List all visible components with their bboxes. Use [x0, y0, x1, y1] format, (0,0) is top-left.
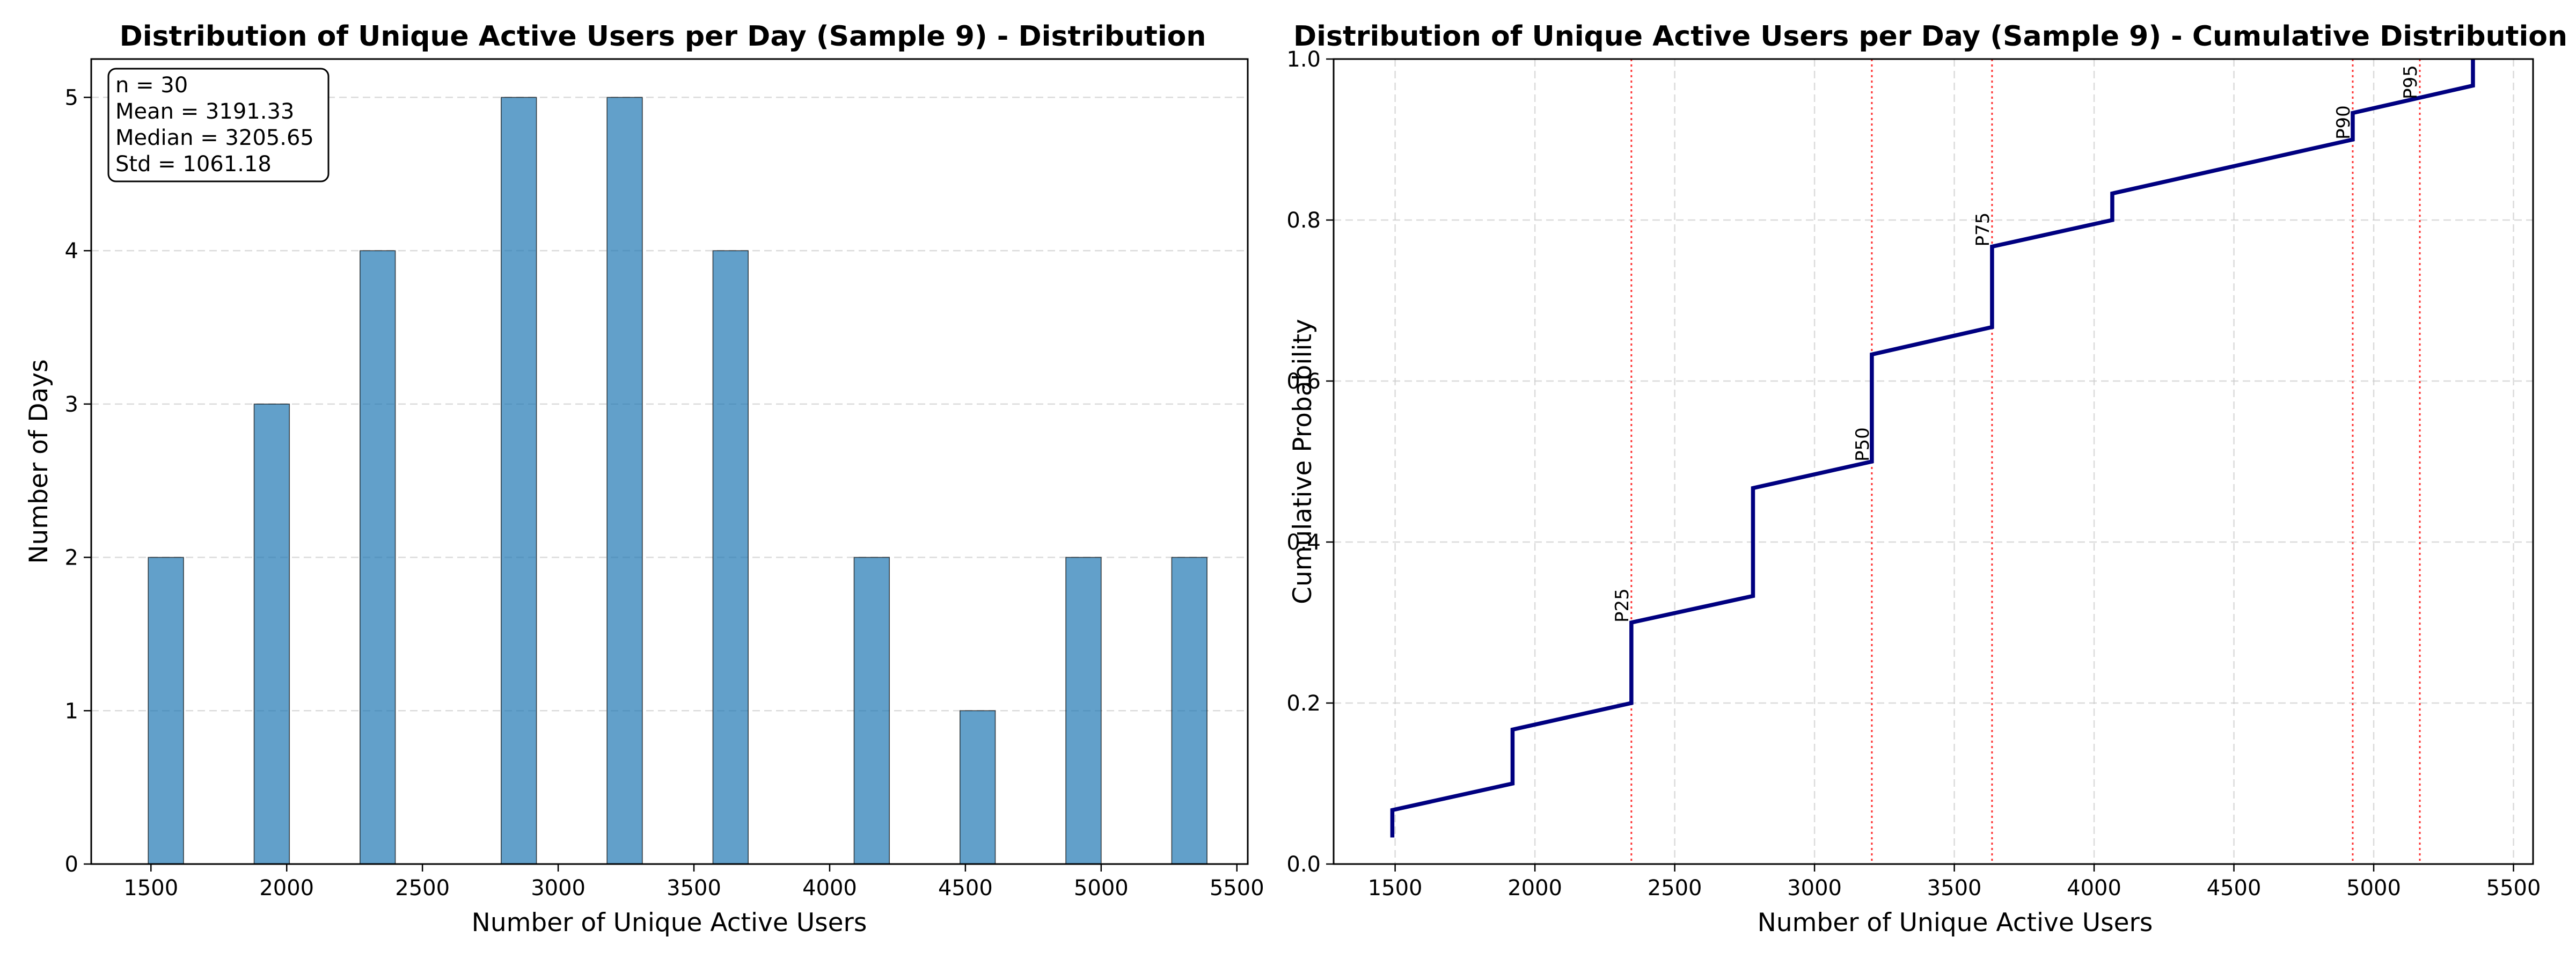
cdf-step-line: [1390, 59, 2475, 838]
cdf-x-tick-label: 5000: [2346, 876, 2401, 901]
percentile-label-p75: P75: [1972, 213, 1994, 247]
histogram-x-tick-label: 2500: [395, 876, 450, 901]
cdf-y-tick-label: 0.2: [1286, 691, 1321, 716]
histogram-bar: [712, 250, 749, 865]
cdf-y-ticks: 0.0 0.2 0.4 0.6 0.8 1.0: [1286, 47, 1334, 877]
histogram-x-tick-label: 5500: [1210, 876, 1264, 901]
cdf-y-tick-label: 0.4: [1286, 530, 1321, 555]
histogram-bars: [148, 97, 1208, 865]
cdf-y-tick-label: 0.8: [1286, 208, 1321, 233]
cdf-y-tick-label: 0.0: [1286, 852, 1321, 877]
cdf-x-ticks: 1500 2000 2500 3000 3500 4000 4500 5000 5500: [1368, 864, 2541, 901]
cdf-title: Distribution of Unique Active Users per …: [1293, 20, 2567, 53]
cdf-panel: Distribution of Unique Active Users per …: [1286, 20, 2567, 938]
histogram-x-tick-label: 5000: [1074, 876, 1129, 901]
cdf-x-tick-label: 2500: [1648, 876, 1702, 901]
histogram-y-tick-label: 0: [65, 852, 78, 877]
cdf-y-tick-label: 0.6: [1286, 369, 1321, 394]
histogram-bar: [148, 557, 184, 865]
histogram-y-ticks: 0 1 2 3 4 5: [65, 85, 91, 877]
histogram-bar: [1171, 557, 1208, 865]
cdf-x-label: Number of Unique Active Users: [1758, 908, 2153, 938]
histogram-y-tick-label: 4: [65, 239, 78, 264]
histogram-x-label: Number of Unique Active Users: [472, 908, 867, 938]
histogram-x-tick-label: 1500: [123, 876, 178, 901]
histogram-x-tick-label: 2000: [259, 876, 314, 901]
cdf-x-tick-label: 2000: [1507, 876, 1562, 901]
cdf-frame: [1333, 58, 2534, 865]
histogram-bar: [360, 250, 396, 865]
percentile-label-p95: P95: [2400, 65, 2421, 99]
cdf-y-label: Cumulative Probability: [1288, 319, 1318, 604]
histogram-title: Distribution of Unique Active Users per …: [120, 20, 1206, 53]
cdf-x-tick-label: 5500: [2486, 876, 2541, 901]
histogram-y-tick-label: 3: [65, 392, 78, 417]
cdf-percentile-labels: P25 P50 P75 P90 P95: [1612, 65, 2421, 623]
histogram-bar: [1065, 557, 1102, 865]
histogram-x-ticks: 1500 2000 2500 3000 3500 4000 4500 5000 5500: [123, 864, 1264, 901]
cdf-grid: [1334, 58, 2533, 864]
percentile-label-p50: P50: [1852, 427, 1874, 462]
histogram-y-tick-label: 2: [65, 546, 78, 570]
histogram-x-tick-label: 4500: [938, 876, 993, 901]
stats-mean: Mean = 3191.33: [115, 99, 294, 124]
histogram-bar: [606, 97, 643, 865]
histogram-x-tick-label: 3000: [531, 876, 586, 901]
cdf-x-tick-label: 3500: [1927, 876, 1982, 901]
cdf-x-tick-label: 3000: [1787, 876, 1842, 901]
histogram-bar: [501, 97, 537, 865]
stats-std: Std = 1061.18: [115, 152, 272, 177]
percentile-label-p90: P90: [2333, 105, 2354, 140]
histogram-panel: Distribution of Unique Active Users per …: [24, 20, 1264, 938]
histogram-y-tick-label: 1: [65, 699, 78, 723]
histogram-x-tick-label: 3500: [667, 876, 721, 901]
histogram-y-label: Number of Days: [24, 359, 54, 564]
histogram-x-tick-label: 4000: [802, 876, 857, 901]
stats-median: Median = 3205.65: [115, 126, 314, 150]
percentile-label-p25: P25: [1612, 588, 1633, 623]
cdf-percentile-lines: [1630, 59, 2421, 864]
histogram-y-tick-label: 5: [65, 85, 78, 110]
cdf-x-tick-label: 4500: [2207, 876, 2262, 901]
cdf-x-tick-label: 1500: [1368, 876, 1423, 901]
cdf-y-tick-label: 1.0: [1286, 47, 1321, 72]
cdf-x-tick-label: 4000: [2067, 876, 2121, 901]
histogram-bar: [959, 710, 996, 865]
histogram-frame: [90, 58, 1249, 865]
stats-box: n = 30 Mean = 3191.33 Median = 3205.65 S…: [107, 68, 330, 182]
histogram-bar: [253, 404, 290, 865]
stats-n: n = 30: [115, 73, 188, 98]
histogram-bar: [853, 557, 890, 865]
